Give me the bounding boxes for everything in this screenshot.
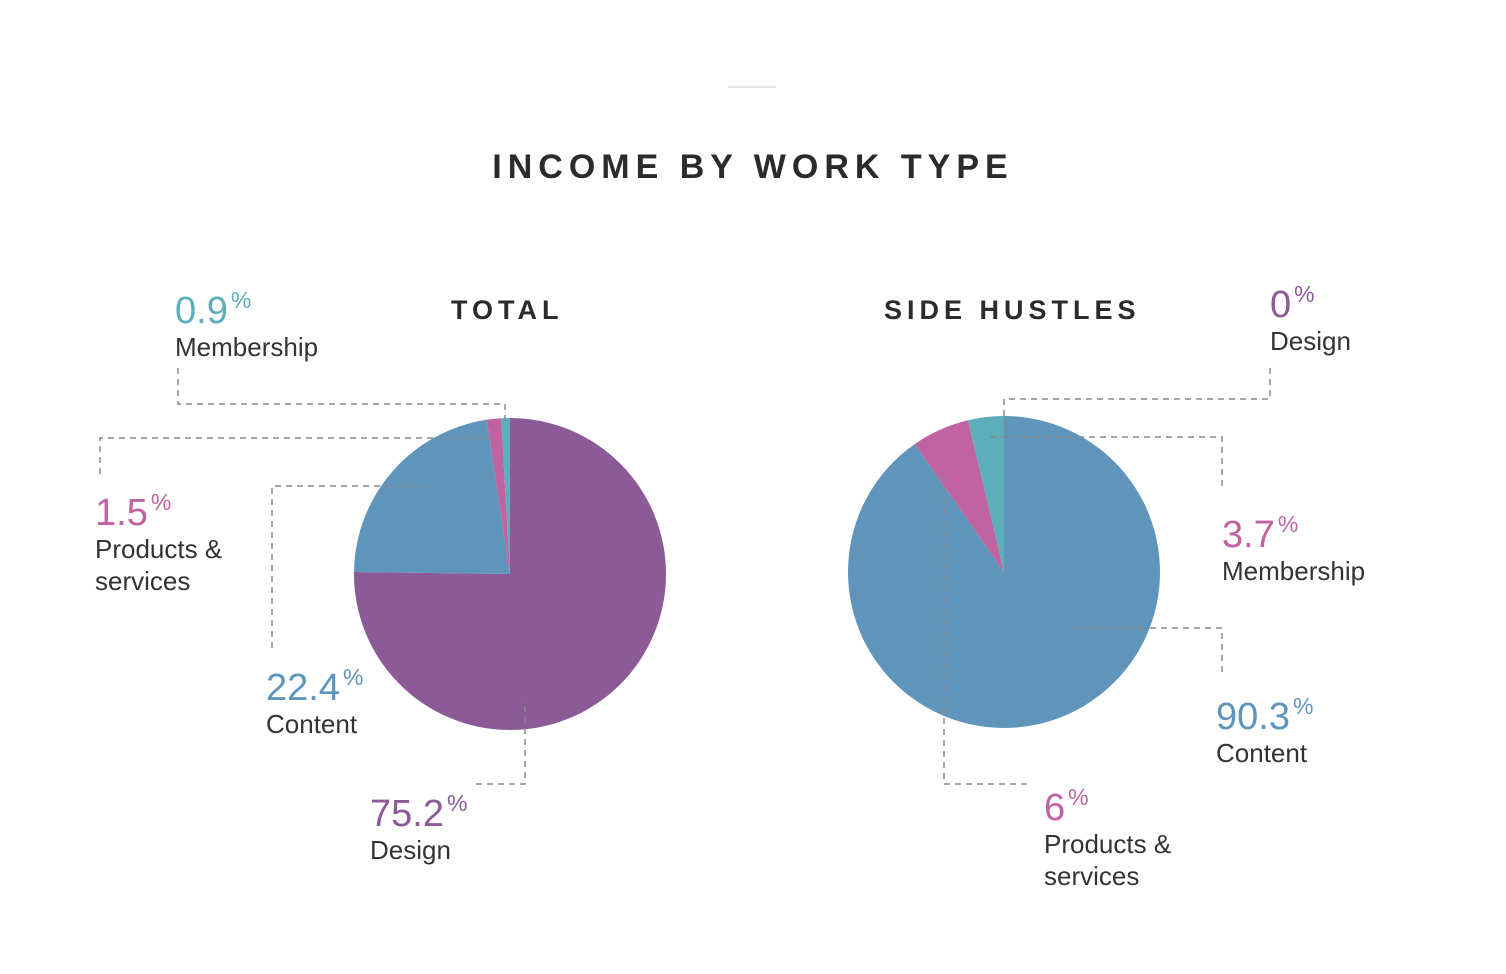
pie-side-hustles xyxy=(847,416,1160,728)
callout-total-design-label: Design xyxy=(370,835,451,865)
pie-slice-membership xyxy=(968,416,1004,572)
leader-lines xyxy=(99,368,1271,785)
callout-total-membership: 0.9% Membership xyxy=(175,280,318,363)
callout-total-membership-value: 0.9% xyxy=(175,287,252,332)
pie-slice-products-services xyxy=(914,420,1004,572)
callout-total-products: 1.5% Products & services xyxy=(95,482,255,597)
callout-side-products: 6% Products & services xyxy=(1044,777,1204,892)
leader-side-membership xyxy=(990,436,1223,486)
callout-side-design-label: Design xyxy=(1270,326,1351,356)
chart-title-side-hustles: SIDE HUSTLES xyxy=(884,295,1141,325)
callout-total-content-label: Content xyxy=(266,709,358,739)
leader-total-design xyxy=(476,700,526,785)
callout-total-products-label: Products & services xyxy=(95,534,223,596)
callout-total-design: 75.2% Design xyxy=(370,783,467,866)
callout-side-content-value: 90.3% xyxy=(1216,693,1314,738)
callout-side-design: 0% Design xyxy=(1270,274,1351,357)
chart-title-total: TOTAL xyxy=(451,295,564,325)
callout-total-content: 22.4% Content xyxy=(266,657,363,740)
callout-side-membership-value: 3.7% xyxy=(1222,511,1299,556)
pie-total xyxy=(354,418,666,730)
callout-side-membership: 3.7% Membership xyxy=(1222,504,1365,587)
pie-slice-content xyxy=(354,419,510,574)
callout-side-products-label: Products & services xyxy=(1044,829,1172,891)
callout-total-content-value: 22.4% xyxy=(266,664,364,709)
leader-side-content xyxy=(1073,627,1223,676)
callout-total-design-value: 75.2% xyxy=(370,790,468,835)
callout-side-design-value: 0% xyxy=(1270,281,1315,326)
page-title: INCOME BY WORK TYPE xyxy=(492,148,1014,186)
callout-side-content-label: Content xyxy=(1216,738,1308,768)
leader-total-content xyxy=(271,485,426,648)
leader-total-products xyxy=(99,437,494,474)
callout-side-products-value: 6% xyxy=(1044,784,1089,829)
pie-slice-products-services xyxy=(486,418,510,574)
pie-slice-membership xyxy=(501,418,510,574)
title-divider xyxy=(728,86,776,88)
callout-total-membership-label: Membership xyxy=(175,332,319,362)
leader-side-products xyxy=(943,476,1032,785)
callout-side-membership-label: Membership xyxy=(1222,556,1366,586)
callout-total-products-value: 1.5% xyxy=(95,489,172,534)
leader-total-membership xyxy=(177,368,506,426)
leader-side-design xyxy=(1003,368,1271,426)
callout-side-content: 90.3% Content xyxy=(1216,686,1313,769)
